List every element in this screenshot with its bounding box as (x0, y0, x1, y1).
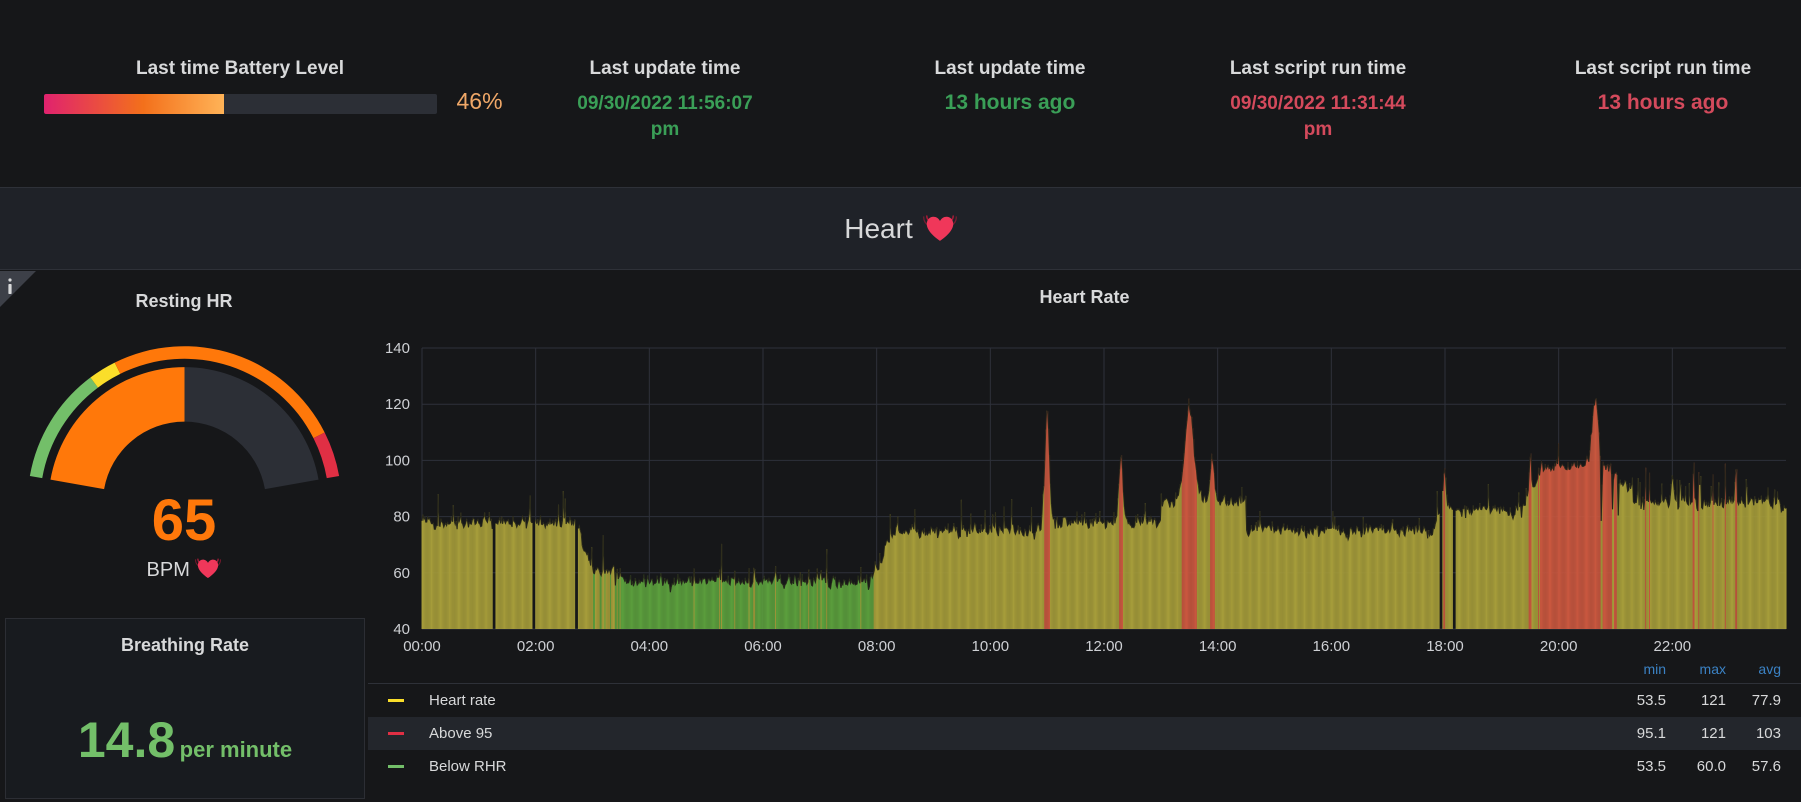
svg-text:16:00: 16:00 (1313, 638, 1351, 655)
svg-text:18:00: 18:00 (1426, 638, 1464, 655)
svg-text:120: 120 (385, 396, 410, 413)
svg-text:06:00: 06:00 (744, 638, 782, 655)
svg-text:22:00: 22:00 (1654, 638, 1692, 655)
svg-text:00:00: 00:00 (403, 638, 441, 655)
svg-text:12:00: 12:00 (1085, 638, 1123, 655)
svg-text:100: 100 (385, 452, 410, 469)
svg-text:60: 60 (393, 565, 410, 582)
svg-text:10:00: 10:00 (972, 638, 1010, 655)
svg-text:40: 40 (393, 621, 410, 638)
svg-text:140: 140 (385, 340, 410, 357)
svg-text:04:00: 04:00 (631, 638, 669, 655)
svg-text:80: 80 (393, 509, 410, 526)
svg-text:02:00: 02:00 (517, 638, 555, 655)
svg-text:14:00: 14:00 (1199, 638, 1237, 655)
svg-text:08:00: 08:00 (858, 638, 896, 655)
svg-text:20:00: 20:00 (1540, 638, 1578, 655)
